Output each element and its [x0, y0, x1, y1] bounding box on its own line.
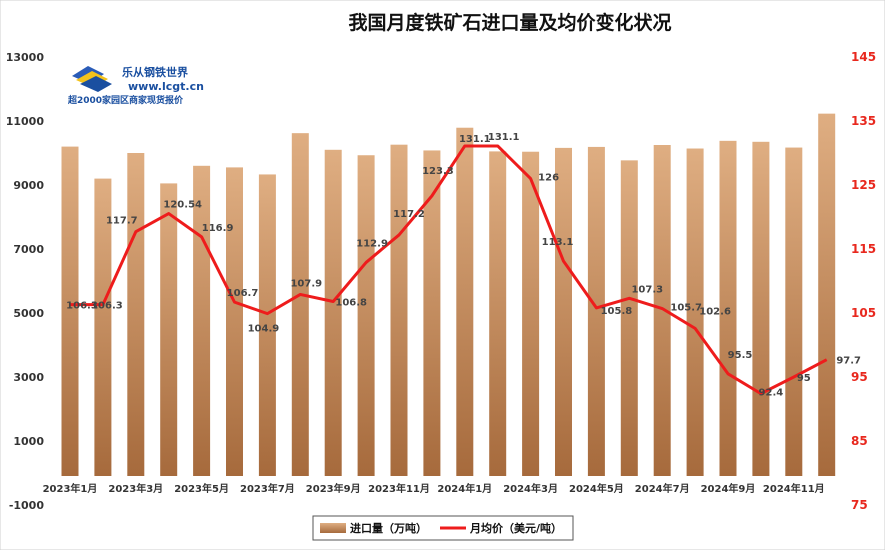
left-axis: -1000 1000 3000 5000 7000 9000 11000 13000 — [6, 51, 45, 512]
x-tick-label: 2024年3月 — [503, 482, 558, 495]
bar — [61, 146, 79, 476]
bar — [620, 160, 638, 477]
line-data-label: 117.7 — [106, 216, 138, 227]
logo: 乐从钢铁世界 www.lcgt.cn 超2000家园区商家现货报价 — [67, 65, 204, 106]
legend-bar-label: 进口量（万吨） — [350, 521, 427, 535]
line-data-label: 106.7 — [227, 288, 259, 299]
legend-line-label: 月均价（美元/吨） — [469, 521, 562, 535]
bar — [390, 144, 408, 476]
line-data-label: 105.7 — [670, 303, 702, 314]
line-data-label: 123.3 — [422, 166, 454, 177]
bar — [258, 174, 276, 476]
right-tick-label: 75 — [851, 498, 868, 512]
bar — [193, 165, 211, 477]
line-data-label: 112.9 — [356, 238, 388, 249]
left-tick-label: 3000 — [13, 371, 44, 384]
line-data-label: 97.7 — [836, 356, 861, 367]
bar — [555, 147, 572, 476]
chart-title: 我国月度铁矿石进口量及均价变化状况 — [348, 11, 671, 34]
bar — [324, 149, 342, 477]
bar — [489, 151, 507, 476]
line-data-label: 107.9 — [290, 278, 322, 289]
right-tick-label: 105 — [851, 306, 876, 320]
bar — [456, 127, 474, 476]
line-data-label: 107.3 — [631, 284, 663, 295]
line-data-label: 102.6 — [699, 306, 731, 317]
bar — [423, 150, 441, 476]
line-data-label: 120.54 — [163, 200, 202, 211]
line-data-label: 126 — [538, 173, 559, 184]
x-tick-label: 2023年9月 — [306, 482, 361, 495]
legend: 进口量（万吨） 月均价（美元/吨） — [312, 515, 574, 541]
line-series — [70, 144, 828, 396]
line-data-label: 105.8 — [601, 306, 633, 317]
bar — [522, 151, 540, 476]
right-axis: 75 85 95 105 115 125 135 145 — [851, 50, 876, 512]
bar — [653, 145, 671, 476]
right-tick-label: 125 — [851, 178, 876, 192]
left-tick-label: 7000 — [13, 243, 44, 256]
left-tick-label: 1000 — [13, 435, 44, 448]
x-tick-label: 2023年1月 — [43, 482, 98, 495]
bar — [94, 178, 112, 476]
line-data-label: 131.1 — [459, 134, 491, 145]
x-tick-label: 2024年11月 — [763, 482, 825, 495]
logo-mark-icon — [72, 66, 112, 92]
x-axis: 2023年1月 2023年3月 2023年5月 2023年7月 2023年9月 2023年… — [43, 482, 825, 495]
line-data-label: 106.8 — [335, 297, 367, 308]
x-tick-label: 2023年11月 — [368, 482, 430, 495]
bar — [357, 155, 375, 477]
right-tick-label: 85 — [851, 434, 868, 448]
x-tick-label: 2023年5月 — [174, 482, 229, 495]
bar — [785, 147, 803, 476]
line-data-label: 95.5 — [728, 350, 753, 361]
bar — [752, 141, 770, 477]
line-data-label: 131.1 — [488, 132, 520, 143]
left-tick-label: -1000 — [9, 499, 45, 512]
logo-url: www.lcgt.cn — [128, 80, 204, 93]
bar — [226, 167, 243, 476]
x-tick-label: 2024年1月 — [437, 482, 492, 495]
bar — [160, 183, 178, 476]
right-tick-label: 95 — [851, 370, 868, 384]
line-data-label: 116.9 — [202, 223, 234, 234]
bar — [686, 148, 704, 476]
line-data-label: 113.1 — [542, 237, 574, 248]
right-tick-label: 135 — [851, 114, 876, 128]
x-tick-label: 2023年3月 — [108, 482, 163, 495]
line-data-label: 106.3 — [66, 301, 98, 312]
x-tick-label: 2023年7月 — [240, 482, 295, 495]
line-data-label: 117.2 — [393, 209, 425, 220]
left-tick-label: 9000 — [13, 179, 44, 192]
right-tick-label: 115 — [851, 242, 876, 256]
left-tick-label: 11000 — [6, 115, 45, 128]
logo-tagline: 超2000家园区商家现货报价 — [67, 94, 184, 106]
bar — [719, 140, 737, 476]
left-tick-label: 13000 — [6, 51, 45, 64]
left-tick-label: 5000 — [13, 307, 44, 320]
bar — [587, 146, 605, 477]
x-tick-label: 2024年9月 — [701, 482, 756, 495]
bar — [818, 113, 836, 476]
bar — [127, 153, 145, 476]
line-data-label: 95 — [797, 373, 811, 384]
right-tick-label: 145 — [851, 50, 876, 64]
line-data-label: 92.4 — [759, 388, 784, 399]
x-tick-label: 2024年5月 — [569, 482, 624, 495]
bar — [291, 133, 309, 476]
logo-name: 乐从钢铁世界 — [122, 65, 188, 79]
x-tick-label: 2024年7月 — [635, 482, 690, 495]
line-data-label: 106.3 — [91, 301, 123, 312]
line-data-label: 104.9 — [248, 324, 280, 335]
price-line — [70, 144, 828, 396]
legend-bar-swatch — [320, 523, 346, 533]
